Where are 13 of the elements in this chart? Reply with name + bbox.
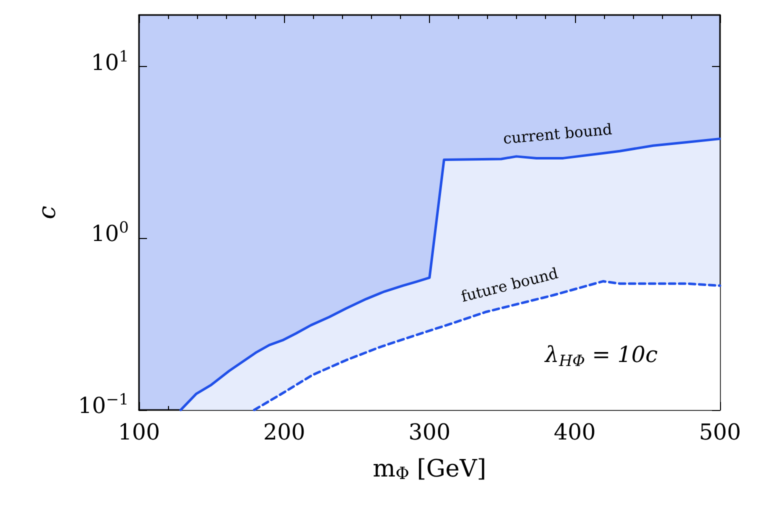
annotation: future bound — [459, 264, 560, 306]
y-tick-label: 10$^{−1}$ — [78, 390, 129, 419]
annotation: current bound — [502, 120, 613, 148]
y-tick-label: 10$^{1}$ — [91, 47, 129, 76]
y-axis-title: c — [33, 206, 61, 220]
x-tick-label: 100 — [118, 420, 160, 446]
x-tick-label: 400 — [554, 420, 596, 446]
y-tick-label: 10$^{0}$ — [91, 218, 129, 248]
x-tick-label: 500 — [699, 420, 741, 446]
x-axis-title: mΦ [GeV] — [372, 454, 486, 484]
x-tick-label: 200 — [263, 420, 306, 446]
x-tick-label: 300 — [408, 420, 450, 446]
annotation: λ$_{HΦ}$ = 10c — [545, 343, 658, 370]
